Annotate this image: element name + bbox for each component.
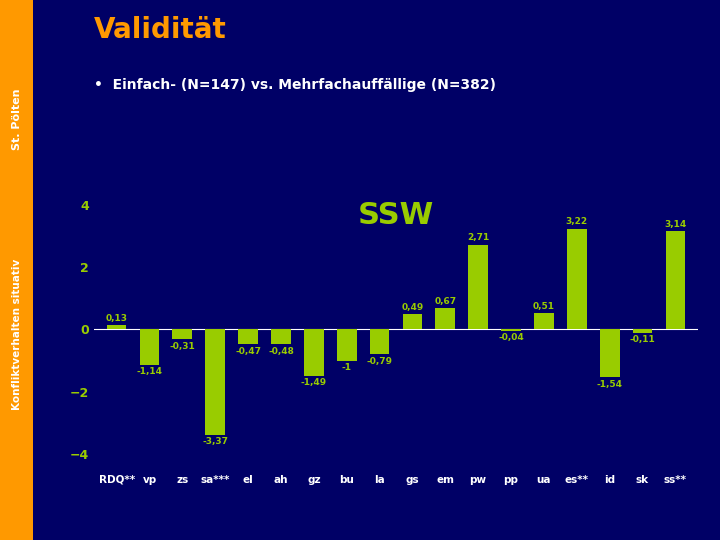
Text: •  Einfach- (N=147) vs. Mehrfachauffällige (N=382): • Einfach- (N=147) vs. Mehrfachauffällig…	[94, 78, 495, 92]
Bar	[402, 314, 423, 329]
Text: -0,31: -0,31	[169, 342, 195, 350]
Bar	[665, 232, 685, 329]
Text: 0,49: 0,49	[401, 302, 423, 312]
Text: -1,49: -1,49	[301, 379, 327, 387]
Bar	[304, 329, 324, 376]
Text: 0,13: 0,13	[106, 314, 127, 323]
Text: 0,67: 0,67	[434, 297, 456, 306]
Text: -0,79: -0,79	[366, 356, 392, 366]
Bar	[107, 325, 127, 329]
Text: SSW: SSW	[358, 201, 434, 231]
Text: -1,14: -1,14	[137, 367, 163, 376]
Text: -0,48: -0,48	[268, 347, 294, 356]
Bar	[173, 329, 192, 339]
Text: 2,71: 2,71	[467, 233, 490, 242]
Text: 3,22: 3,22	[566, 218, 588, 226]
Bar	[238, 329, 258, 344]
Bar	[600, 329, 619, 377]
Text: 3,14: 3,14	[665, 220, 686, 229]
Bar	[337, 329, 356, 361]
Bar	[436, 308, 455, 329]
Text: Validität: Validität	[94, 16, 226, 44]
Text: -1,54: -1,54	[597, 380, 623, 389]
Bar	[468, 245, 488, 329]
Text: Konfliktverhalten situativ: Konfliktverhalten situativ	[12, 259, 22, 410]
Bar	[271, 329, 291, 345]
Text: St. Pölten: St. Pölten	[12, 88, 22, 150]
Bar	[205, 329, 225, 435]
Bar	[633, 329, 652, 333]
Text: -1: -1	[342, 363, 351, 372]
Text: -3,37: -3,37	[202, 437, 228, 446]
Bar	[140, 329, 159, 365]
Text: -0,04: -0,04	[498, 333, 524, 342]
Text: 0,51: 0,51	[533, 302, 555, 311]
Bar	[501, 329, 521, 330]
Bar	[567, 229, 587, 329]
Text: -0,47: -0,47	[235, 347, 261, 355]
Text: -0,11: -0,11	[630, 335, 655, 345]
Bar	[534, 314, 554, 329]
Bar	[369, 329, 390, 354]
